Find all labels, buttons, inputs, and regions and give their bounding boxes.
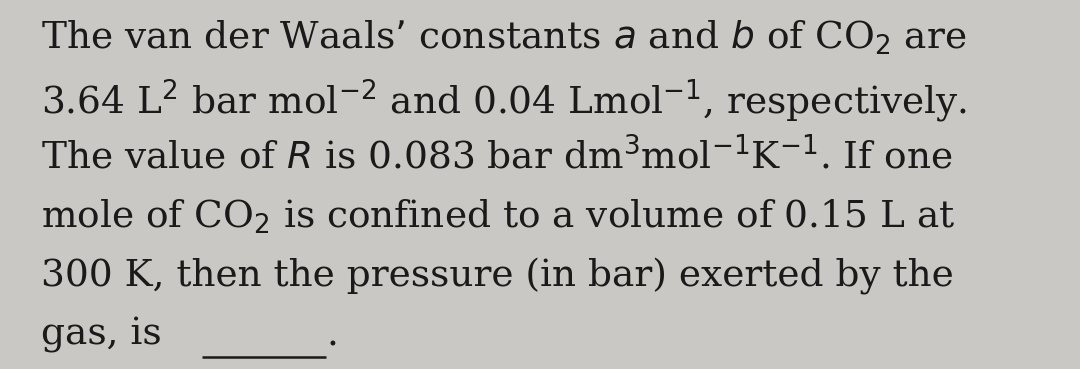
Text: 300 K, then the pressure (in bar) exerted by the: 300 K, then the pressure (in bar) exerte… [41, 258, 954, 294]
Text: The value of $\it{R}$ is 0.083 bar dm$^3$mol$^{-1}$K$^{-1}$. If one: The value of $\it{R}$ is 0.083 bar dm$^3… [41, 138, 953, 177]
Text: gas, is: gas, is [41, 317, 162, 354]
Text: .: . [326, 317, 338, 354]
Text: 3.64 L$^2$ bar mol$^{-2}$ and 0.04 Lmol$^{-1}$, respectively.: 3.64 L$^2$ bar mol$^{-2}$ and 0.04 Lmol$… [41, 78, 968, 125]
Text: mole of CO$_2$ is confined to a volume of 0.15 L at: mole of CO$_2$ is confined to a volume o… [41, 198, 956, 236]
Text: The van der Waals’ constants $\it{a}$ and $\it{b}$ of CO$_2$ are: The van der Waals’ constants $\it{a}$ an… [41, 18, 967, 57]
